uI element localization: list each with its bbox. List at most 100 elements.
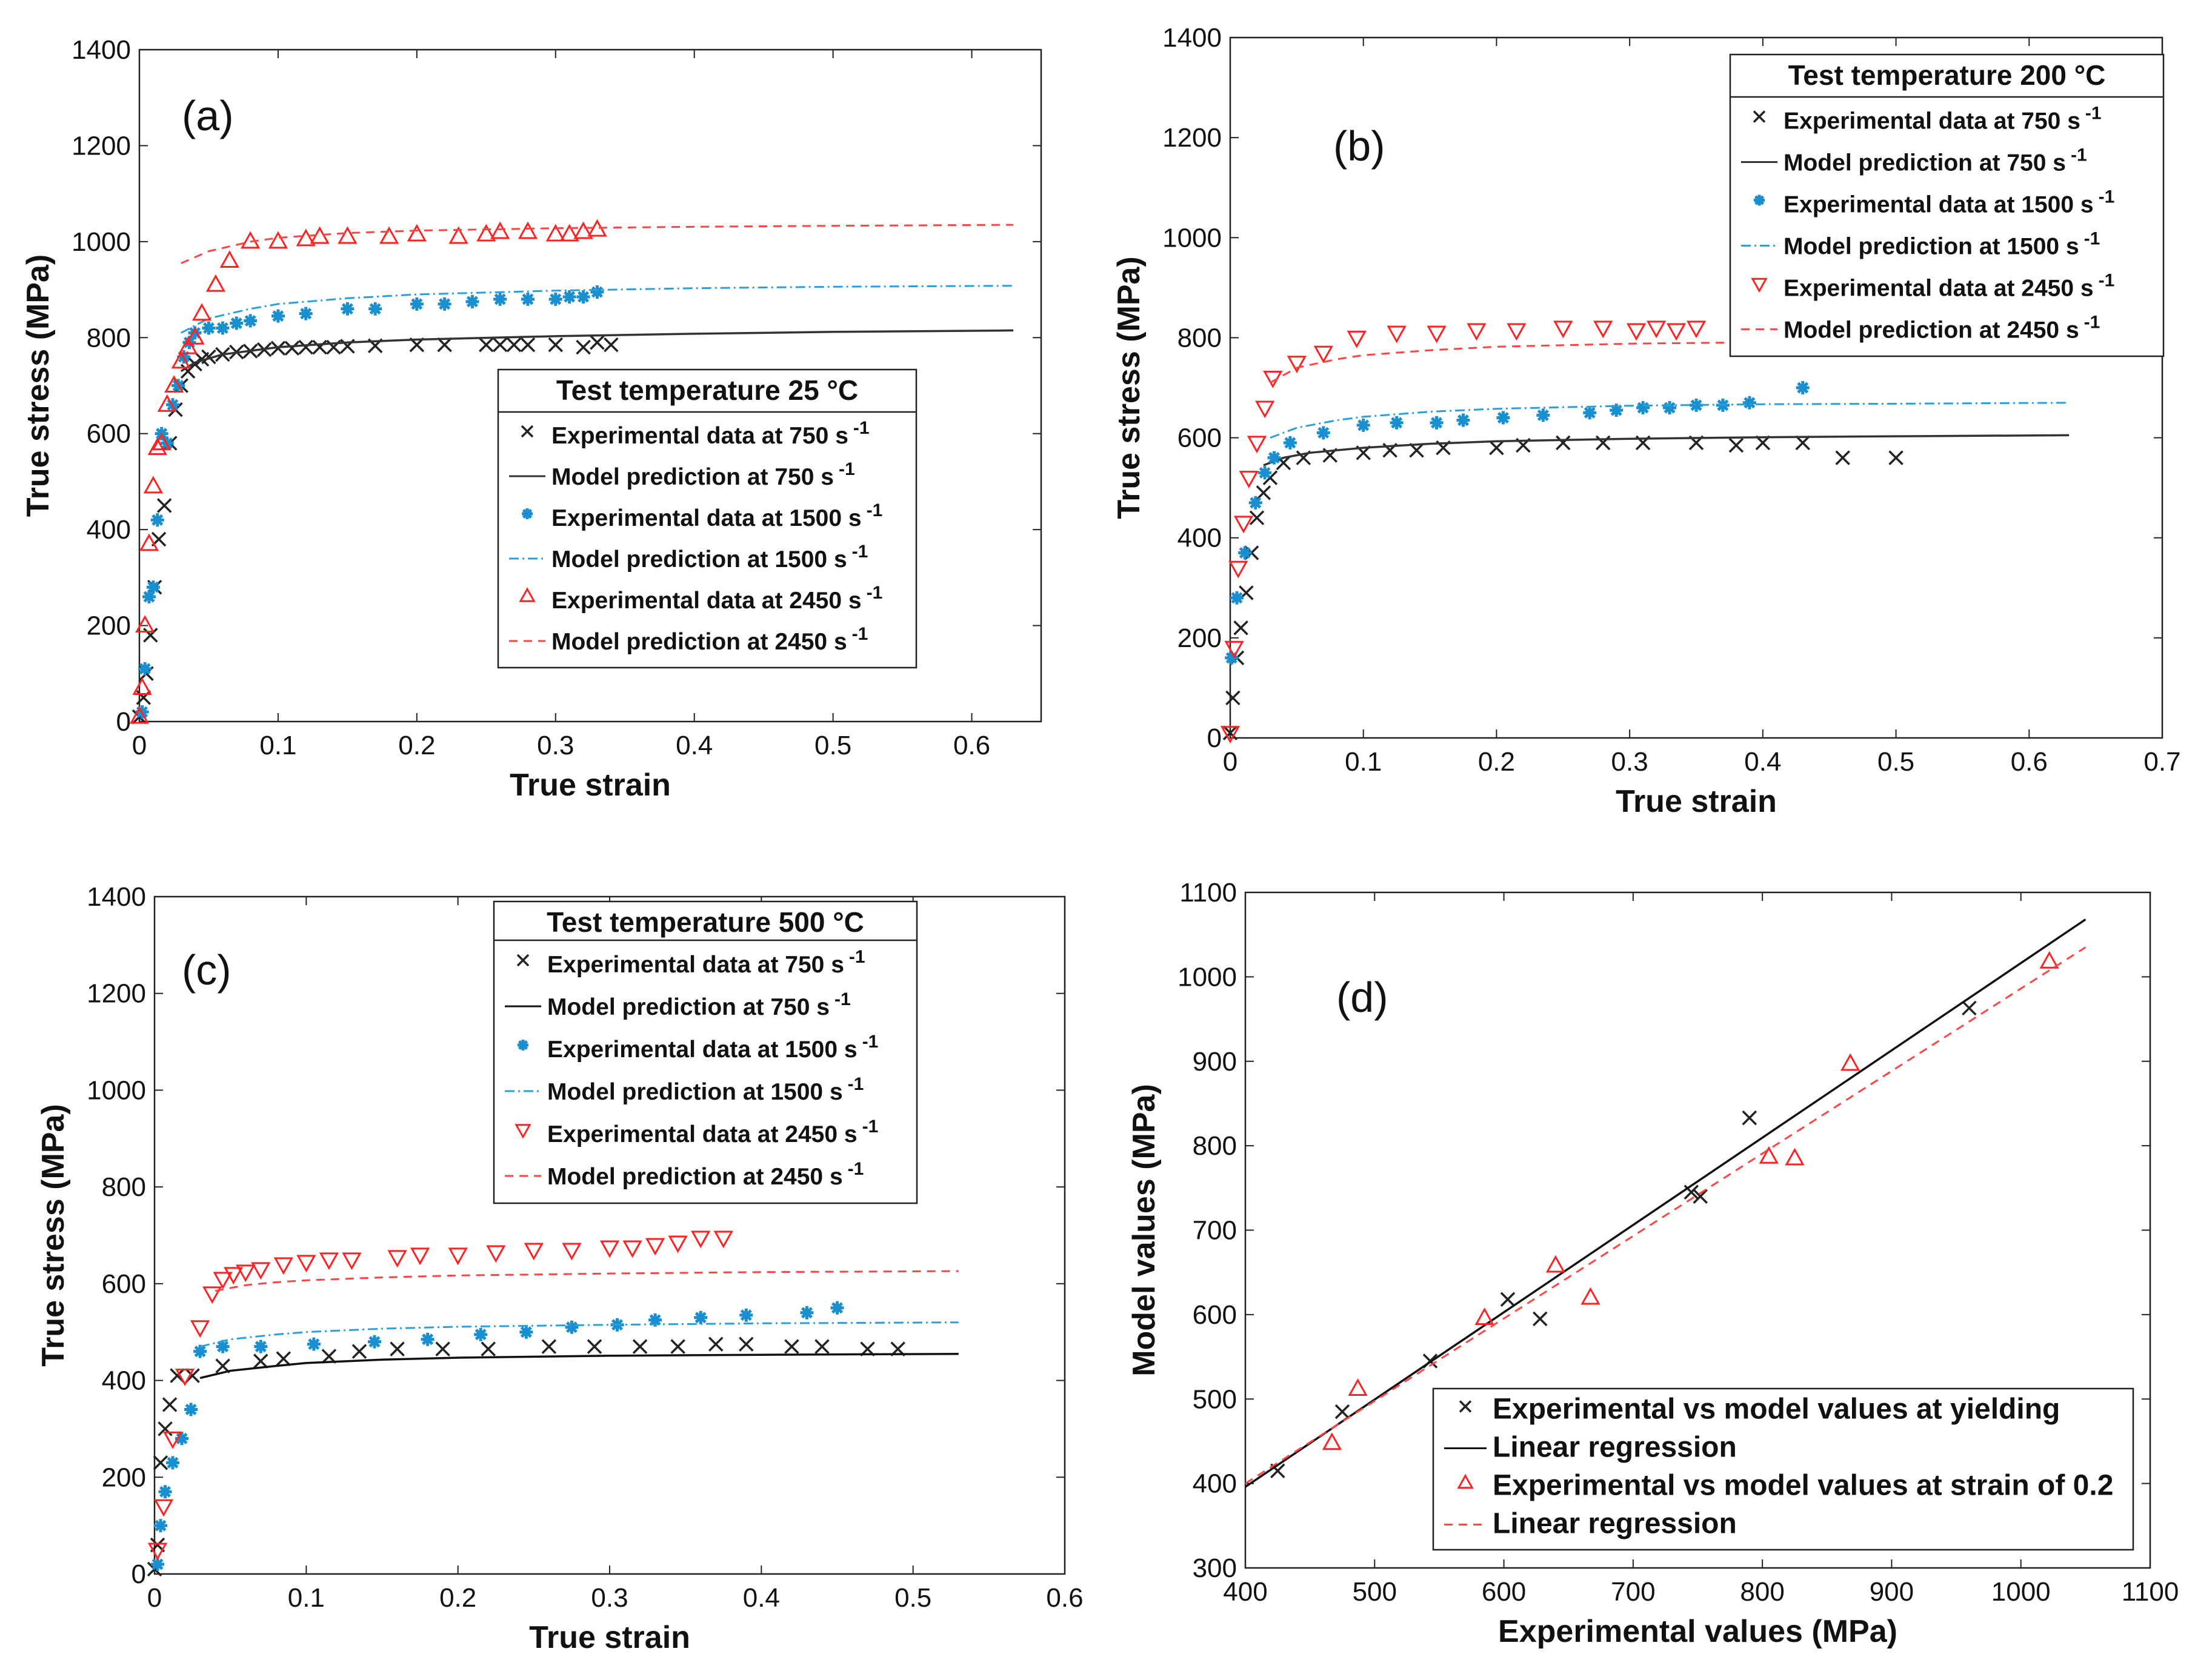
- triangle-marker: [2039, 951, 2059, 969]
- x-marker: [276, 1351, 291, 1366]
- x-tick-label: 0: [132, 731, 147, 760]
- star-marker: [1754, 194, 1765, 206]
- star-marker: [142, 590, 156, 604]
- star-marker: [518, 1040, 528, 1051]
- star-marker: [216, 1340, 230, 1353]
- star-marker: [474, 1327, 488, 1341]
- legend-label: Experimental data at 750 s -1: [547, 947, 865, 978]
- x-tick-label: 0: [147, 1583, 162, 1613]
- star-marker: [158, 1485, 172, 1499]
- triangle-marker: [164, 375, 184, 393]
- legend-box: [493, 900, 918, 1204]
- star-marker: [521, 292, 535, 306]
- x-marker: [521, 425, 534, 438]
- star-marker: [648, 1313, 662, 1327]
- triangle-marker: [1347, 330, 1367, 348]
- x-marker: [739, 1336, 754, 1352]
- legend-label: Experimental data at 1500 s -1: [1784, 187, 2114, 218]
- triangle-marker: [296, 228, 316, 247]
- star-marker: [1230, 591, 1244, 605]
- x-marker: [136, 690, 152, 705]
- x-marker: [1742, 1110, 1757, 1126]
- x-tick-label: 1000: [1991, 1577, 2051, 1607]
- legend-superscript: -1: [849, 947, 865, 967]
- legend-superscript: -1: [848, 1159, 864, 1179]
- legend-label: Model prediction at 2450 s -1: [547, 1159, 864, 1190]
- x-tick-label: 0.1: [288, 1583, 325, 1613]
- triangle-marker: [219, 250, 239, 268]
- x-marker: [479, 337, 494, 353]
- triangle-marker: [1666, 323, 1687, 341]
- triangle-marker: [296, 1255, 316, 1273]
- star-marker: [522, 508, 533, 519]
- star-marker: [1225, 651, 1239, 665]
- series-points: [1220, 320, 1707, 744]
- y-tick-label: 0: [116, 707, 131, 737]
- x-tick-label: 0.2: [1478, 747, 1515, 777]
- star-marker: [739, 1308, 753, 1322]
- legend-label: Model prediction at 2450 s -1: [1784, 313, 2100, 344]
- x-marker: [253, 1353, 268, 1369]
- legend-superscript: -1: [867, 500, 883, 520]
- star-marker: [1283, 436, 1297, 450]
- star-marker: [1390, 416, 1404, 430]
- star-marker: [244, 314, 258, 328]
- star-marker: [367, 1335, 381, 1349]
- triangle-marker: [268, 231, 288, 249]
- x-marker: [215, 1358, 230, 1373]
- triangle-marker: [645, 1238, 665, 1256]
- x-tick-label: 900: [1870, 1577, 1914, 1607]
- triangle-marker: [236, 1264, 256, 1283]
- triangle-marker: [139, 533, 159, 551]
- series-line: [1263, 434, 2070, 466]
- y-axis-label: True stress (MPa): [36, 1104, 71, 1367]
- y-tick-label: 200: [102, 1463, 146, 1492]
- star-marker: [188, 326, 202, 340]
- x-marker: [1962, 1000, 1977, 1016]
- y-tick-label: 0: [132, 1559, 146, 1589]
- y-tick-label: 1400: [72, 35, 131, 65]
- triangle-marker: [1646, 320, 1667, 339]
- triangle-marker: [486, 1245, 506, 1263]
- x-tick-label: 0.4: [743, 1583, 780, 1613]
- legend-superscript: -1: [2085, 104, 2102, 124]
- star-marker: [271, 309, 285, 323]
- triangle-marker: [1507, 323, 1527, 341]
- y-tick-label: 200: [87, 611, 131, 641]
- star-marker: [565, 1320, 579, 1334]
- x-axis-label: True strain: [510, 768, 671, 803]
- star-marker: [694, 1310, 708, 1324]
- triangle-marker: [1686, 320, 1707, 339]
- x-marker: [1533, 1311, 1548, 1327]
- legend-label: Experimental vs model values at strain o…: [1493, 1470, 2113, 1502]
- y-axis-label: Model values (MPa): [1127, 1084, 1162, 1376]
- axes-frame: [1229, 36, 2163, 739]
- x-tick-label: 0.4: [1744, 747, 1781, 777]
- x-tick-label: 0.1: [1345, 747, 1382, 777]
- star-marker: [175, 1432, 189, 1446]
- x-marker: [506, 337, 522, 353]
- series-points: [151, 1301, 844, 1572]
- x-tick-label: 0.6: [2011, 747, 2048, 777]
- x-marker: [162, 1397, 178, 1412]
- star-marker: [146, 580, 160, 594]
- triangle-marker: [1751, 277, 1768, 293]
- triangle-marker: [135, 615, 155, 633]
- series-line: [1270, 339, 2070, 384]
- legend-superscript: -1: [2084, 229, 2100, 249]
- triangle-marker: [1228, 560, 1248, 579]
- x-marker: [351, 1344, 367, 1359]
- legend-label: Experimental data at 1500 s -1: [547, 1032, 878, 1063]
- series-line: [180, 329, 1014, 373]
- x-marker: [814, 1339, 830, 1354]
- triangle-marker: [490, 221, 510, 239]
- star-marker: [1690, 398, 1703, 412]
- x-marker: [1459, 1400, 1472, 1413]
- x-marker: [298, 339, 313, 355]
- star-marker: [1267, 451, 1281, 465]
- triangle-marker: [153, 1499, 174, 1517]
- series-points: [147, 1230, 733, 1561]
- x-marker: [548, 337, 564, 353]
- y-tick-label: 1200: [1162, 123, 1222, 153]
- legend-label: Experimental data at 2450 s -1: [547, 1117, 878, 1147]
